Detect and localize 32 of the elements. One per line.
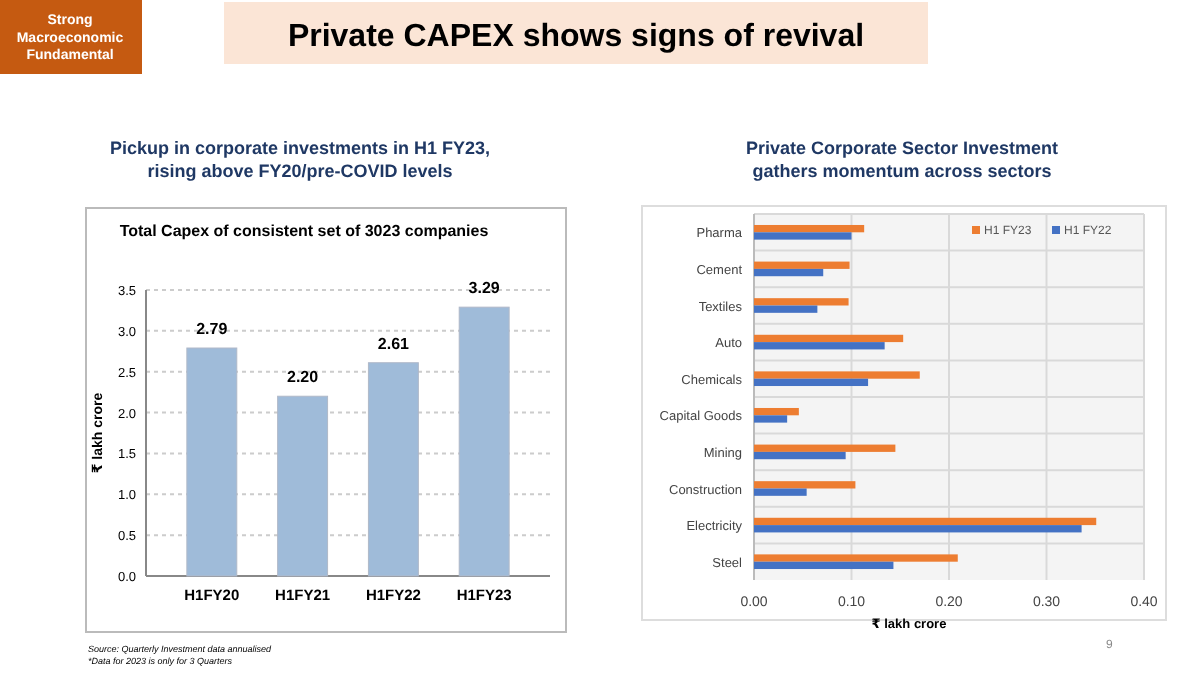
data-label: 2.61 xyxy=(377,334,411,353)
bar xyxy=(186,347,238,577)
bar xyxy=(367,362,419,577)
bar xyxy=(754,232,852,240)
bar xyxy=(754,561,894,570)
bar xyxy=(754,407,799,416)
bar xyxy=(754,261,850,269)
bar xyxy=(754,451,846,460)
chart-title: Pickup in corporate investments in H1 FY23, rising above FY20/pre-COVID levels xyxy=(109,138,491,181)
chart-subtitle: Total Capex of consistent set of 3023 companies xyxy=(119,222,490,240)
bar xyxy=(754,444,896,452)
bar xyxy=(754,334,904,343)
data-label: 3.29 xyxy=(468,279,501,298)
data-label: 2.79 xyxy=(196,320,229,339)
chart-title: Private Corporate Sector Investment gathers momentum across sectors xyxy=(745,138,1059,181)
bar xyxy=(754,554,958,562)
data-label: 2.20 xyxy=(287,368,320,387)
text: Private CAPEX shows signs of revival xyxy=(287,20,865,54)
bar xyxy=(754,415,788,423)
bar xyxy=(754,488,807,496)
bar xyxy=(754,481,856,489)
bar xyxy=(754,298,849,306)
bar xyxy=(754,268,824,277)
bar xyxy=(754,525,1082,533)
bar xyxy=(277,395,329,577)
bar xyxy=(754,224,865,233)
bar xyxy=(754,378,869,387)
bar xyxy=(754,342,885,350)
bar xyxy=(754,517,1097,526)
bar xyxy=(458,306,510,577)
bar xyxy=(754,371,920,379)
bar xyxy=(754,305,818,313)
